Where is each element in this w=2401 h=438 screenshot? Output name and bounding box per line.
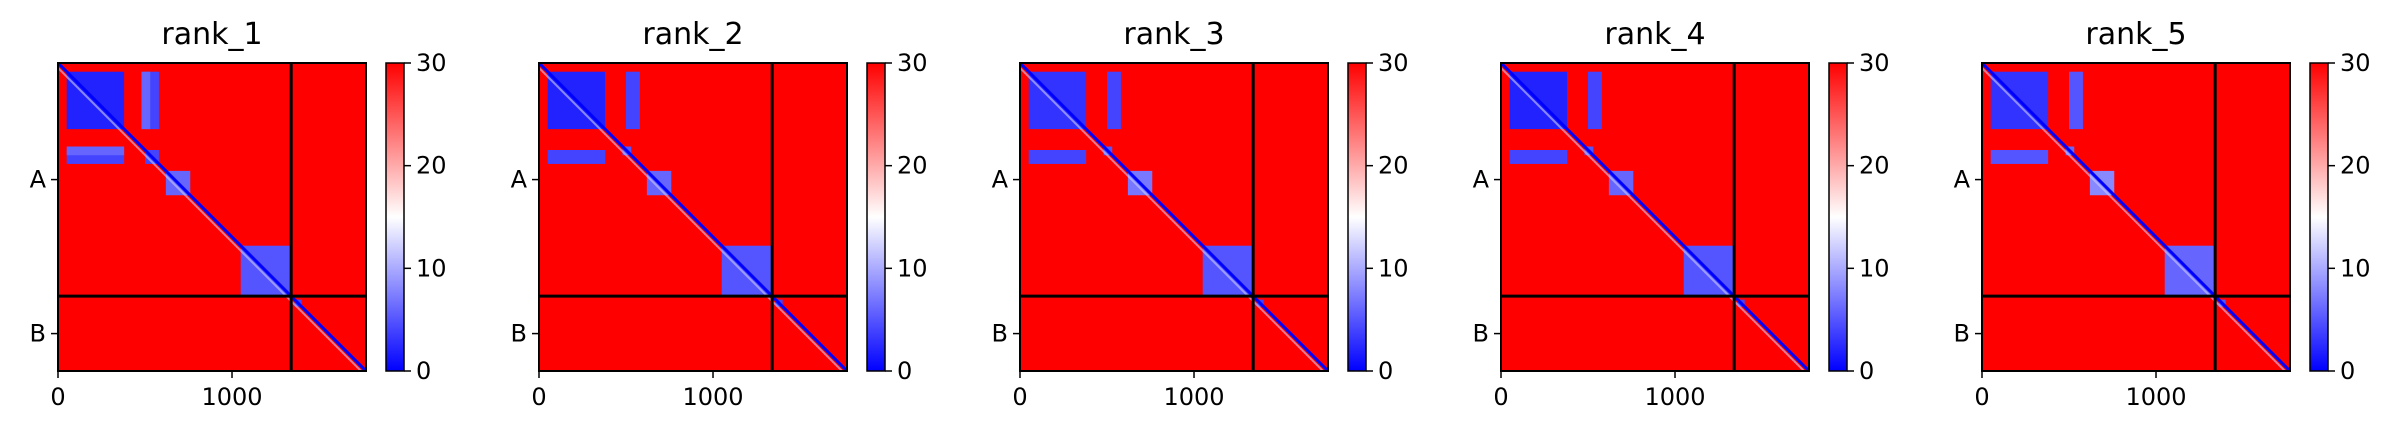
y-tick-label: B [1473,320,1489,348]
colorbar [386,63,404,371]
colorbar-tick-label: 10 [897,254,928,282]
x-tick-label: 0 [1974,383,1989,411]
y-tick-label: A [1473,166,1490,194]
heatmap-diagonal-band [1982,67,2286,371]
heatmap-block [1028,150,1087,164]
heatmap-area [1020,63,1328,371]
panel-rank-1: rank_1 0 1000 A B 0 10 20 30 [30,17,447,411]
y-tick-label: A [992,166,1009,194]
x-tick-label: 0 [50,383,65,411]
heatmap-diagonal [1501,63,1809,371]
colorbar-tick-label: 20 [897,152,928,180]
y-tick-label: A [30,166,47,194]
heatmap-block [66,146,125,156]
plot-frame [57,62,367,372]
colorbar-tick-label: 10 [2340,254,2371,282]
heatmap-block [1588,71,1602,130]
plot-frame [1981,62,2291,372]
panel-rank-5: rank_5 0 1000 A B 0 10 20 30 [1954,17,2371,411]
plot-frame [1019,62,1329,372]
heatmap-block [547,150,606,164]
colorbar-tick-label: 10 [1859,254,1890,282]
panel-title: rank_5 [2085,17,2186,52]
x-tick-label: 0 [531,383,546,411]
heatmap-block [1990,150,2049,164]
panel-rank-4: rank_4 0 1000 A B 0 10 20 30 [1473,17,1890,411]
x-tick-label: 1000 [1644,383,1705,411]
heatmap-area [1501,63,1809,371]
panel-rank-2: rank_2 0 1000 A B 0 10 20 30 [511,17,928,411]
colorbar-tick-label: 20 [416,152,447,180]
colorbar-tick-label: 0 [416,357,431,385]
colorbar-tick-label: 20 [1859,152,1890,180]
heatmap-block [2069,71,2083,130]
x-tick-label: 0 [1493,383,1508,411]
panel-title: rank_1 [161,17,262,52]
colorbar-tick-label: 20 [2340,152,2371,180]
colorbar-tick-label: 0 [897,357,912,385]
y-tick-label: B [511,320,527,348]
colorbar-frame [1828,62,1848,372]
heatmap-diagonal [58,63,366,371]
x-tick-label: 1000 [682,383,743,411]
panel-title: rank_2 [642,17,743,52]
colorbar [1348,63,1366,371]
heatmap-diagonal-band [58,67,362,371]
panel-title: rank_3 [1123,17,1224,52]
colorbar-frame [2309,62,2329,372]
y-tick-label: B [1954,320,1970,348]
colorbar-tick-label: 0 [1378,357,1393,385]
heatmap-area [539,63,847,371]
heatmap-diagonal-band [539,67,843,371]
x-tick-label: 1000 [1163,383,1224,411]
colorbar-frame [1347,62,1367,372]
y-tick-label: A [1954,166,1971,194]
plot-frame [538,62,848,372]
heatmap-block [1107,71,1121,130]
y-tick-label: B [30,320,46,348]
colorbar [1829,63,1847,371]
colorbar-frame [866,62,886,372]
heatmap-area [1982,63,2290,371]
colorbar-tick-label: 0 [1859,357,1874,385]
plot-frame [1500,62,1810,372]
colorbar-tick-label: 0 [2340,357,2355,385]
colorbar-tick-label: 10 [1378,254,1409,282]
colorbar-frame [385,62,405,372]
colorbar [2310,63,2328,371]
panel-rank-3: rank_3 0 1000 A B 0 10 20 30 [992,17,1409,411]
heatmap-diagonal [539,63,847,371]
heatmap-diagonal [1982,63,2290,371]
heatmap-diagonal-band [1020,67,1324,371]
colorbar-tick-label: 10 [416,254,447,282]
colorbar-tick-label: 30 [416,49,447,77]
heatmap-diagonal-band [1501,67,1805,371]
colorbar-tick-label: 30 [2340,49,2371,77]
colorbar [867,63,885,371]
heatmap-diagonal [1020,63,1328,371]
x-tick-label: 1000 [201,383,262,411]
colorbar-tick-label: 30 [1378,49,1409,77]
colorbar-tick-label: 30 [1859,49,1890,77]
panel-title: rank_4 [1604,17,1705,52]
x-tick-label: 1000 [2125,383,2186,411]
heatmap-block [141,71,151,130]
heatmap-block [626,71,640,130]
x-tick-label: 0 [1012,383,1027,411]
heatmap-area [58,63,366,371]
y-tick-label: B [992,320,1008,348]
colorbar-tick-label: 30 [897,49,928,77]
heatmap-block [1509,150,1568,164]
colorbar-tick-label: 20 [1378,152,1409,180]
y-tick-label: A [511,166,528,194]
